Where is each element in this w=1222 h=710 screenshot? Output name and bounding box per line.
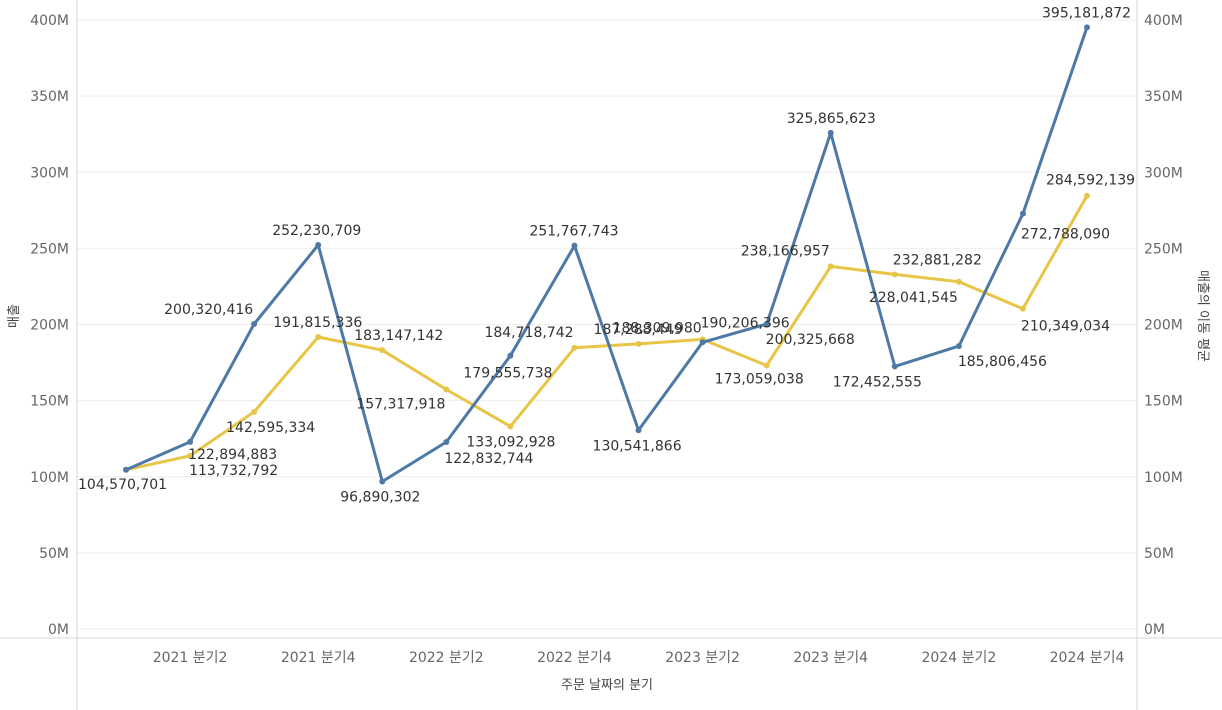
data-point — [955, 343, 962, 350]
series-line-1 — [125, 194, 1089, 472]
data-point — [123, 466, 129, 473]
data-label: 188,309,980 — [613, 320, 702, 336]
data-point — [443, 386, 450, 393]
data-point — [827, 129, 834, 136]
data-point — [187, 438, 194, 445]
data-point — [891, 271, 898, 278]
y-tick-label: 250M — [30, 241, 69, 257]
data-label: 142,595,334 — [226, 420, 315, 436]
x-tick-label: 2021 분기4 — [281, 650, 356, 666]
data-label: 325,865,623 — [787, 111, 876, 127]
data-point — [187, 452, 194, 459]
data-label: 200,325,668 — [766, 332, 855, 348]
y-tick-label: 350M — [30, 89, 69, 105]
x-tick-label: 2022 분기2 — [409, 650, 484, 666]
data-point — [315, 241, 322, 248]
data-point — [251, 321, 258, 328]
data-label: 179,555,738 — [463, 366, 552, 382]
y-tick-label: 100M — [30, 470, 69, 486]
y2-tick-label: 250M — [1144, 241, 1183, 257]
data-point — [1019, 210, 1026, 217]
x-tick-label: 2021 분기2 — [153, 650, 228, 666]
left-axis-ticks: 0M 50M 100M 150M 200M 250M 300M 350M 400M — [30, 13, 69, 638]
data-label: 228,041,545 — [869, 290, 958, 306]
data-labels: 104,570,701 122,894,883 200,320,416 252,230… — [78, 5, 1135, 505]
data-label: 272,788,090 — [1021, 227, 1110, 243]
data-point — [379, 478, 386, 485]
y2-tick-label: 0M — [1144, 622, 1165, 638]
data-point — [635, 340, 642, 347]
data-label: 130,541,866 — [593, 438, 682, 454]
data-label: 200,320,416 — [164, 302, 253, 318]
data-label: 190,206,396 — [701, 315, 790, 331]
y2-axis-title: 매출의 이동 평균 — [1195, 270, 1210, 362]
y-tick-label: 200M — [30, 318, 69, 334]
data-label: 238,166,957 — [741, 243, 830, 259]
data-point — [1019, 305, 1026, 312]
data-point — [635, 427, 642, 434]
data-label: 395,181,872 — [1042, 5, 1131, 21]
data-label: 183,147,142 — [354, 328, 443, 344]
data-label: 122,832,744 — [444, 451, 533, 467]
y-tick-label: 50M — [39, 546, 69, 562]
data-label: 157,317,918 — [356, 396, 445, 412]
data-point — [251, 408, 258, 415]
y-tick-label: 300M — [30, 165, 69, 181]
data-point — [955, 278, 962, 285]
x-tick-label: 2024 분기2 — [921, 650, 996, 666]
data-point — [315, 333, 322, 340]
data-point — [1084, 24, 1090, 31]
data-label: 187,288,449 — [594, 322, 683, 338]
x-tick-label: 2023 분기4 — [793, 650, 868, 666]
data-label: 185,806,456 — [958, 354, 1047, 370]
data-label: 96,890,302 — [340, 489, 420, 505]
y2-tick-label: 150M — [1144, 394, 1183, 410]
data-point — [763, 321, 770, 328]
data-label: 173,059,038 — [715, 372, 804, 388]
x-tick-label: 2023 분기2 — [665, 650, 740, 666]
x-axis-title: 주문 날짜의 분기 — [561, 678, 653, 693]
y-axis-title: 매출 — [7, 304, 22, 328]
data-point — [507, 352, 514, 359]
data-point — [379, 347, 386, 354]
data-label: 284,592,139 — [1046, 173, 1135, 189]
y2-tick-label: 400M — [1144, 13, 1183, 29]
x-axis-ticks: 2021 분기2 2021 분기4 2022 분기2 2022 분기4 2023 분기2… — [153, 650, 1125, 666]
y2-tick-label: 300M — [1144, 165, 1183, 181]
data-label: 133,092,928 — [466, 434, 555, 450]
y2-tick-label: 350M — [1144, 89, 1183, 105]
data-point — [827, 263, 834, 270]
data-point — [571, 242, 578, 249]
x-tick-label: 2024 분기4 — [1050, 650, 1125, 666]
data-label: 251,767,743 — [529, 224, 618, 240]
data-label: 232,881,282 — [893, 252, 982, 268]
y2-tick-label: 100M — [1144, 470, 1183, 486]
y-tick-label: 150M — [30, 394, 69, 410]
data-label: 210,349,034 — [1021, 319, 1110, 335]
y2-tick-label: 50M — [1144, 546, 1174, 562]
data-point — [891, 363, 898, 370]
data-label: 104,570,701 — [78, 477, 167, 493]
series — [123, 24, 1090, 485]
data-point — [507, 423, 514, 430]
data-label: 172,452,555 — [833, 374, 922, 390]
data-label: 184,718,742 — [484, 325, 573, 341]
data-point — [763, 362, 770, 369]
y2-tick-label: 200M — [1144, 318, 1183, 334]
data-point — [699, 339, 706, 346]
right-axis-ticks: 0M 50M 100M 150M 200M 250M 300M 350M 400M — [1144, 13, 1183, 638]
data-label: 191,815,336 — [273, 315, 362, 331]
data-point — [571, 344, 578, 351]
data-point — [1084, 192, 1090, 199]
x-tick-label: 2022 분기4 — [537, 650, 612, 666]
y-tick-label: 0M — [48, 622, 69, 638]
data-label: 252,230,709 — [272, 223, 361, 239]
series-line-0 — [125, 26, 1089, 483]
data-point — [443, 438, 450, 445]
y-tick-label: 400M — [30, 13, 69, 29]
data-label: 122,894,883 — [188, 447, 277, 463]
data-label: 113,732,792 — [189, 463, 278, 479]
